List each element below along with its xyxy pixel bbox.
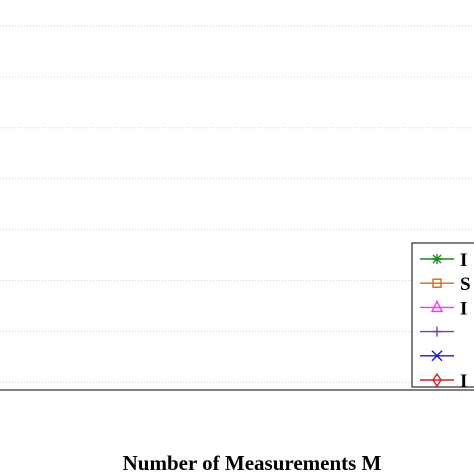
legend-label: I xyxy=(460,298,467,319)
plot-area xyxy=(0,0,474,390)
legend-label: S xyxy=(460,274,471,295)
legend-label: I xyxy=(460,250,467,271)
legend-item: I xyxy=(420,250,467,271)
legend-item xyxy=(420,350,454,362)
data-point xyxy=(432,278,442,288)
data-point xyxy=(431,350,443,362)
legend-item xyxy=(420,326,454,337)
data-point xyxy=(432,326,442,337)
legend-item: I xyxy=(420,298,467,319)
x-axis-label: Number of Measurements M xyxy=(123,451,382,474)
legend-item: I xyxy=(420,371,467,392)
legend-box xyxy=(411,242,474,388)
data-point xyxy=(430,299,444,313)
legend-item: S xyxy=(420,274,471,295)
legend-label: I xyxy=(460,371,467,392)
data-point xyxy=(432,372,442,388)
data-point xyxy=(432,254,442,264)
grid xyxy=(0,25,474,383)
